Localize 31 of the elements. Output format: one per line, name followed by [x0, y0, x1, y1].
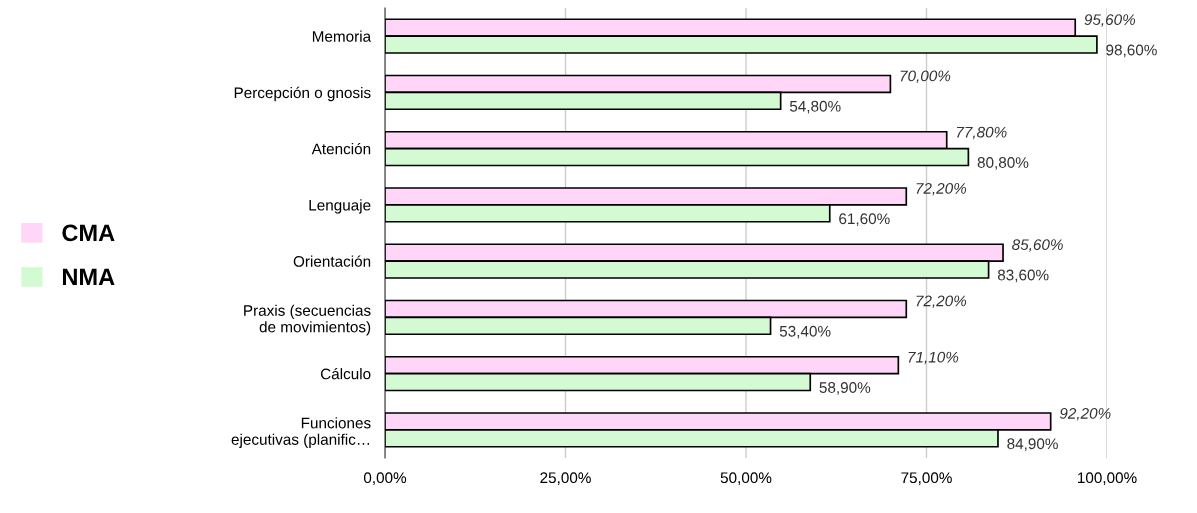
- data-label: 98,60%: [1106, 44, 1157, 58]
- data-label: 58,90%: [819, 382, 871, 395]
- x-tick-label: 25,00%: [540, 472, 591, 485]
- data-label: 53,40%: [779, 325, 831, 339]
- legend-label: CMA: [62, 224, 115, 242]
- y-tick-label: Memoria: [312, 30, 372, 42]
- data-label: 72,20%: [916, 182, 967, 196]
- y-tick-label: Lenguaje: [309, 199, 371, 214]
- y-tick-label: Praxis (secuencias de movimientos): [244, 304, 371, 336]
- legend-label: NMA: [62, 268, 115, 286]
- data-label: 83,60%: [997, 269, 1049, 283]
- data-label: 54,80%: [789, 100, 841, 114]
- data-label: 95,60%: [1084, 14, 1136, 27]
- y-tick-label: Orientación: [293, 255, 371, 267]
- data-label: 85,60%: [1012, 239, 1063, 252]
- data-label: 92,20%: [1059, 407, 1111, 421]
- x-tick-label: 0,00%: [363, 472, 407, 485]
- x-tick-label: 75,00%: [901, 472, 952, 485]
- y-tick-label: Atención: [311, 142, 371, 155]
- x-tick-label: 50,00%: [720, 472, 772, 485]
- data-label: 84,90%: [1007, 438, 1058, 451]
- data-label: 61,60%: [839, 213, 890, 226]
- data-label: 77,80%: [956, 126, 1007, 140]
- data-label: 71,10%: [908, 351, 959, 365]
- y-tick-label: Funciones ejecutivas (planific…: [231, 417, 371, 448]
- data-label: 70,00%: [900, 70, 951, 84]
- x-tick-label: 100,00%: [1078, 472, 1137, 485]
- data-label: 72,20%: [916, 295, 967, 309]
- y-tick-label: Percepción o gnosis: [234, 86, 371, 102]
- data-label: 80,80%: [977, 157, 1029, 170]
- y-tick-label: Cálculo: [320, 367, 371, 380]
